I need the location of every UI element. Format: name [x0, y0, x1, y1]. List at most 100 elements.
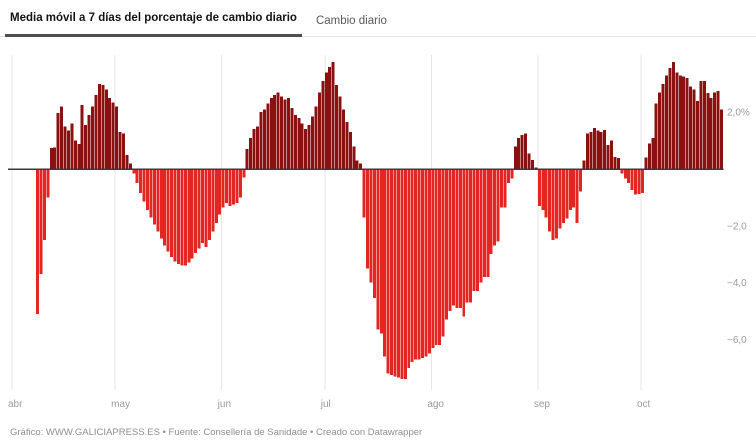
bar [720, 109, 724, 169]
bar [451, 169, 455, 306]
bar [558, 169, 562, 229]
bar [706, 93, 710, 169]
bar [579, 169, 583, 192]
bar [355, 160, 359, 169]
footer-credit: Gráfico: WWW.GALICIAPRESS.ES • Fuente: C… [10, 427, 423, 438]
bar [201, 169, 205, 243]
bar [640, 169, 644, 194]
bar [204, 169, 208, 248]
bar [379, 169, 383, 334]
bar [565, 169, 569, 219]
bar [180, 169, 184, 266]
bar [207, 169, 211, 240]
bar [568, 169, 572, 211]
bar [713, 92, 717, 169]
bar [269, 98, 273, 169]
bar [627, 169, 631, 184]
bar [644, 157, 648, 169]
bar [53, 147, 57, 169]
bar [228, 169, 232, 206]
bar [328, 66, 332, 169]
bar [500, 169, 504, 208]
bar [156, 169, 160, 232]
bar [166, 169, 170, 252]
bar [527, 153, 531, 169]
bar [111, 102, 115, 169]
bar [462, 169, 466, 317]
bar [386, 169, 390, 374]
bar [396, 169, 400, 378]
tab-bar: Media móvil a 7 días del porcentaje de c… [0, 8, 756, 37]
bar [231, 169, 235, 205]
bar [548, 169, 552, 232]
bar [314, 106, 318, 169]
bar [682, 76, 686, 169]
y-axis-label: −2,0 [727, 221, 747, 232]
bar [400, 169, 404, 380]
bar [520, 134, 524, 169]
bar [434, 169, 438, 346]
bar [410, 169, 414, 363]
bar [424, 169, 428, 357]
tab-cambio-diario[interactable]: Cambio diario [315, 15, 387, 27]
bar [620, 169, 624, 174]
bar [709, 98, 713, 169]
bar [544, 169, 548, 218]
bar [139, 169, 143, 194]
bar [276, 92, 280, 169]
bar [91, 106, 95, 169]
bar [685, 78, 689, 169]
bar [214, 169, 218, 223]
bar [173, 169, 177, 262]
bar [87, 115, 91, 169]
tab-media-movil-7-dias[interactable]: Media móvil a 7 días del porcentaje de c… [5, 8, 302, 37]
bar [537, 169, 541, 206]
bar [692, 89, 696, 169]
bar [348, 132, 352, 169]
bar [503, 169, 507, 208]
bar [286, 98, 290, 169]
bar [49, 147, 53, 169]
bar [606, 144, 610, 169]
bar [132, 169, 136, 174]
bar [596, 130, 600, 169]
bar [469, 169, 473, 303]
bar [159, 169, 163, 239]
x-axis-label: ago [427, 399, 444, 410]
bar [218, 169, 222, 215]
bar [77, 144, 81, 169]
bar [634, 169, 638, 195]
bar [335, 85, 339, 169]
bar [121, 133, 125, 169]
bar [142, 169, 146, 202]
bar [421, 169, 424, 358]
bar [589, 132, 593, 169]
bar [616, 157, 620, 169]
bar [486, 169, 490, 277]
bar [482, 169, 486, 277]
bar [414, 169, 418, 360]
bar [431, 169, 435, 348]
bar [36, 169, 40, 314]
bar [297, 117, 301, 169]
bar [551, 169, 555, 240]
bar [699, 80, 703, 169]
bar [675, 72, 679, 169]
bar [97, 83, 101, 169]
bar [70, 123, 74, 169]
bar [668, 68, 672, 169]
bar [146, 169, 150, 211]
bar [716, 90, 720, 169]
bar [359, 163, 363, 169]
bar [304, 129, 308, 169]
bar [506, 169, 510, 184]
bar [66, 130, 70, 169]
bar [115, 106, 119, 169]
bar [647, 143, 651, 169]
bar [530, 159, 534, 169]
bar [46, 169, 50, 198]
bar [445, 169, 449, 320]
